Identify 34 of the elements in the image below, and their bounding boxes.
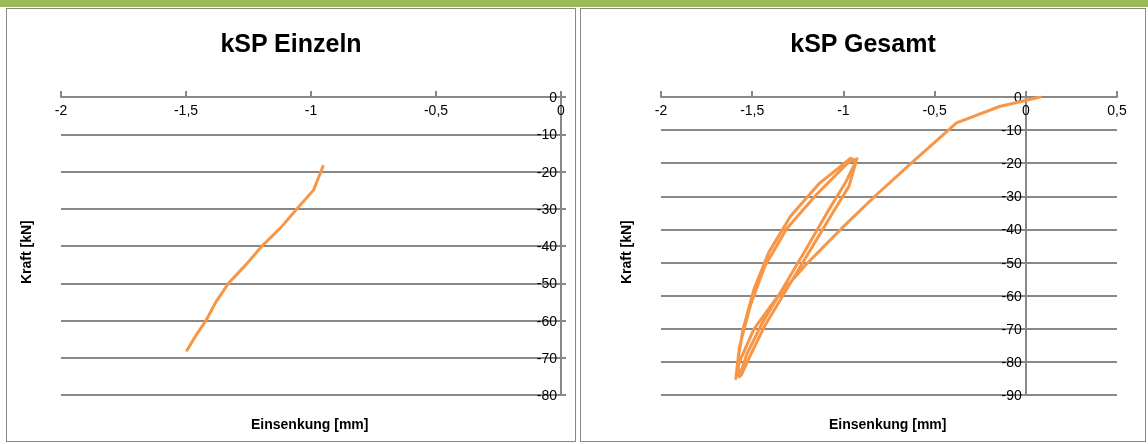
y-tick-label: -60 <box>1001 287 1023 304</box>
y-tick-label: -70 <box>536 349 558 366</box>
x-tick-label: -0,5 <box>922 102 947 118</box>
y-tick-label: -50 <box>536 275 558 292</box>
y-tick-label: 0 <box>549 89 558 105</box>
y-tick-label: -70 <box>1001 320 1023 337</box>
y-tick-label: -80 <box>536 387 558 403</box>
y-tick-label: -10 <box>536 126 558 143</box>
y-tick-label: -50 <box>1001 254 1023 271</box>
x-tick-label: 0,5 <box>1107 102 1127 118</box>
x-tick-label: -1,5 <box>173 102 199 118</box>
y-tick-label: -10 <box>1001 122 1023 139</box>
y-tick-label: -40 <box>536 238 558 254</box>
chart-title: kSP Gesamt <box>790 28 937 57</box>
y-axis-title: Kraft [kN] <box>18 220 34 284</box>
y-tick-label: -90 <box>1001 387 1023 403</box>
y-tick-label: -40 <box>1001 221 1023 238</box>
line-series <box>185 164 325 352</box>
y-tick-label: -30 <box>536 200 558 217</box>
x-tick-label: -0,5 <box>423 102 449 118</box>
y-tick-label: -80 <box>1001 353 1023 370</box>
x-tick-label: -2 <box>654 102 668 118</box>
y-tick-label: -60 <box>536 312 558 329</box>
y-tick-label: -20 <box>1001 155 1023 172</box>
x-tick-label: -2 <box>54 102 68 118</box>
y-tick-label: -30 <box>1001 188 1023 205</box>
x-axis-title: Einsenkung [mm] <box>251 416 369 432</box>
y-tick-label: -20 <box>536 163 558 180</box>
chart-title: kSP Einzeln <box>220 28 362 57</box>
x-tick-label: -1 <box>304 102 318 118</box>
x-axis-title: Einsenkung [mm] <box>829 416 947 432</box>
y-axis-title: Kraft [kN] <box>618 220 634 284</box>
x-tick-label: -1 <box>837 102 850 118</box>
x-tick-label: -1,5 <box>740 102 765 118</box>
